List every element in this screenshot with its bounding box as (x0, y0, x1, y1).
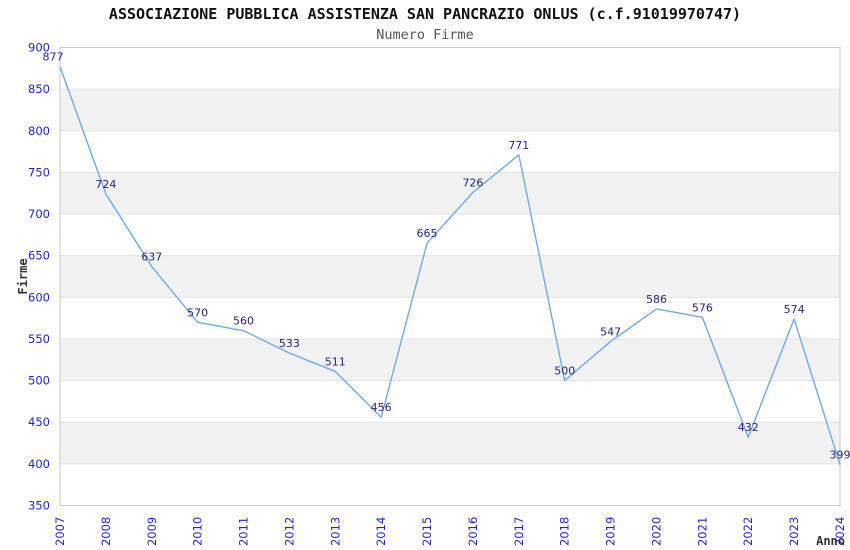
x-tick-label: 2014 (374, 517, 388, 546)
y-tick-label: 550 (28, 332, 50, 346)
x-tick-label: 2013 (328, 517, 342, 546)
data-label: 432 (738, 421, 759, 434)
y-axis-title: Firme (16, 258, 30, 294)
y-tick-label: 700 (28, 207, 50, 221)
y-tick-label: 500 (28, 374, 50, 388)
x-tick-label: 2007 (53, 517, 67, 546)
y-tick-label: 850 (28, 82, 50, 96)
plot-band (60, 172, 840, 215)
data-label: 771 (508, 139, 529, 152)
y-tick-label: 350 (28, 499, 50, 513)
y-tick-label: 400 (28, 457, 50, 471)
x-tick-label: 2023 (787, 517, 801, 546)
data-label: 724 (95, 178, 116, 191)
data-label: 399 (830, 449, 850, 462)
data-label: 877 (43, 51, 64, 64)
x-tick-label: 2021 (695, 517, 709, 546)
data-label: 533 (279, 337, 300, 350)
x-tick-label: 2016 (466, 517, 480, 546)
plot-band (60, 255, 840, 298)
x-tick-label: 2018 (558, 517, 572, 546)
x-tick-label: 2019 (604, 517, 618, 546)
x-tick-label: 2020 (649, 517, 663, 546)
data-label: 574 (784, 303, 805, 316)
data-label: 576 (692, 301, 713, 314)
data-line (59, 66, 841, 465)
chart-title: ASSOCIAZIONE PUBBLICA ASSISTENZA SAN PAN… (108, 5, 742, 23)
y-tick-label: 650 (28, 249, 50, 263)
data-label: 570 (187, 306, 208, 319)
x-tick-label: 2011 (237, 517, 251, 546)
data-label: 511 (325, 355, 346, 368)
plot-band (60, 422, 840, 464)
plot-band (60, 338, 840, 381)
x-tick-label: 2010 (191, 517, 205, 546)
data-label: 547 (600, 325, 621, 338)
y-tick-label: 450 (28, 415, 50, 429)
data-label: 500 (554, 365, 575, 378)
plot-border (59, 47, 841, 506)
y-tick-label: 750 (28, 165, 50, 179)
chart-subtitle: Numero Firme (376, 27, 474, 43)
x-axis-title: Anno (816, 534, 845, 548)
data-label: 456 (371, 401, 392, 414)
y-tick-label: 900 (28, 41, 50, 55)
x-tick-label: 2009 (145, 517, 159, 546)
x-tick-label: 2008 (99, 517, 113, 546)
x-tick-label: 2022 (741, 517, 755, 546)
y-tick-label: 800 (28, 124, 50, 138)
data-label: 726 (462, 176, 483, 189)
x-tick-label: 2017 (512, 517, 526, 546)
y-tick-label: 600 (28, 290, 50, 304)
data-label: 560 (233, 315, 254, 328)
data-label: 637 (141, 251, 162, 264)
x-tick-label: 2024 (833, 517, 847, 546)
data-label: 586 (646, 293, 667, 306)
plot-band (60, 89, 840, 131)
data-label: 665 (417, 227, 438, 240)
x-tick-label: 2012 (282, 517, 296, 546)
x-tick-label: 2015 (420, 517, 434, 546)
